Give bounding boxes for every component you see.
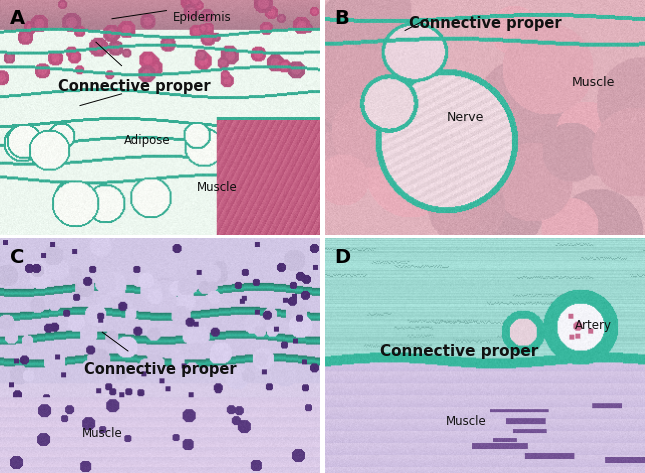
Text: Connective proper: Connective proper bbox=[381, 343, 539, 359]
Text: Nerve: Nerve bbox=[447, 111, 484, 124]
Text: Muscle: Muscle bbox=[572, 76, 615, 88]
Text: C: C bbox=[10, 248, 24, 267]
Text: Artery: Artery bbox=[575, 319, 612, 332]
Text: Muscle: Muscle bbox=[82, 427, 123, 439]
Text: Adipose: Adipose bbox=[124, 134, 170, 147]
Text: Connective proper: Connective proper bbox=[409, 17, 561, 31]
Text: A: A bbox=[10, 9, 25, 28]
Text: Muscle: Muscle bbox=[446, 415, 486, 428]
Text: Muscle: Muscle bbox=[197, 181, 238, 194]
Text: Epidermis: Epidermis bbox=[173, 10, 232, 24]
Text: D: D bbox=[335, 248, 351, 267]
Text: Connective proper: Connective proper bbox=[84, 362, 236, 377]
Text: Connective proper: Connective proper bbox=[58, 79, 211, 94]
Text: B: B bbox=[335, 9, 350, 28]
